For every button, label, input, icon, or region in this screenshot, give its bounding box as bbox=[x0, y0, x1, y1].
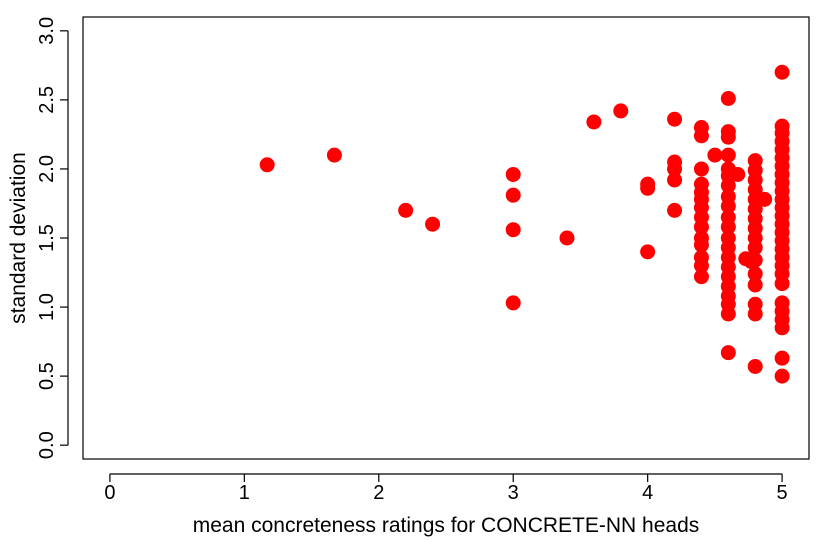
data-points bbox=[259, 64, 790, 384]
data-point bbox=[720, 178, 736, 194]
data-point bbox=[747, 240, 763, 256]
data-point bbox=[747, 306, 763, 322]
data-point bbox=[693, 161, 709, 177]
y-tick-label: 2.5 bbox=[36, 86, 58, 114]
x-axis-label: mean concreteness ratings for CONCRETE-N… bbox=[193, 514, 700, 537]
data-point bbox=[707, 147, 723, 163]
data-point bbox=[693, 258, 709, 274]
x-tick-label: 1 bbox=[239, 482, 250, 504]
y-axis-label: standard deviation bbox=[7, 152, 30, 324]
data-point bbox=[693, 219, 709, 235]
data-point bbox=[640, 180, 656, 196]
data-point bbox=[757, 191, 773, 207]
y-tick-label: 1.0 bbox=[36, 293, 58, 321]
data-point bbox=[505, 187, 521, 203]
data-point bbox=[720, 129, 736, 145]
plot-frame bbox=[82, 16, 810, 460]
data-point bbox=[559, 230, 575, 246]
data-point bbox=[693, 269, 709, 285]
data-point bbox=[747, 252, 763, 268]
y-tick-label: 0.0 bbox=[36, 431, 58, 459]
data-point bbox=[667, 172, 683, 188]
x-tick-label: 5 bbox=[777, 482, 788, 504]
data-point bbox=[720, 198, 736, 214]
data-point bbox=[720, 147, 736, 163]
data-point bbox=[747, 266, 763, 282]
y-tick-label: 2.0 bbox=[36, 155, 58, 183]
data-point bbox=[667, 161, 683, 177]
data-point bbox=[398, 202, 414, 218]
x-axis: 0 1 2 3 4 5 bbox=[104, 473, 788, 504]
data-point bbox=[693, 237, 709, 253]
data-point bbox=[720, 306, 736, 322]
data-point bbox=[720, 90, 736, 106]
y-tick-label: 3.0 bbox=[36, 17, 58, 45]
data-point bbox=[505, 166, 521, 182]
data-point bbox=[425, 216, 441, 232]
data-point bbox=[720, 219, 736, 235]
data-point bbox=[667, 202, 683, 218]
data-point bbox=[586, 114, 602, 130]
data-point bbox=[774, 368, 790, 384]
data-point bbox=[505, 222, 521, 238]
data-point bbox=[720, 345, 736, 361]
data-point bbox=[774, 276, 790, 292]
x-tick-label: 4 bbox=[642, 482, 653, 504]
data-point bbox=[774, 64, 790, 80]
data-point bbox=[259, 157, 275, 173]
data-point bbox=[640, 244, 656, 260]
data-point bbox=[693, 128, 709, 144]
y-tick-label: 1.5 bbox=[36, 224, 58, 252]
x-tick-label: 2 bbox=[373, 482, 384, 504]
data-point bbox=[747, 277, 763, 293]
data-point bbox=[505, 295, 521, 311]
data-point bbox=[774, 320, 790, 336]
y-tick-label: 0.5 bbox=[36, 362, 58, 390]
data-point bbox=[326, 147, 342, 163]
data-point bbox=[747, 358, 763, 374]
data-point bbox=[613, 103, 629, 119]
data-point bbox=[730, 166, 746, 182]
y-axis: 0.0 0.5 1.0 1.5 2.0 2.5 3.0 bbox=[36, 17, 69, 459]
x-tick-label: 0 bbox=[104, 482, 115, 504]
x-tick-label: 3 bbox=[508, 482, 519, 504]
data-point bbox=[774, 350, 790, 366]
data-point bbox=[667, 111, 683, 127]
